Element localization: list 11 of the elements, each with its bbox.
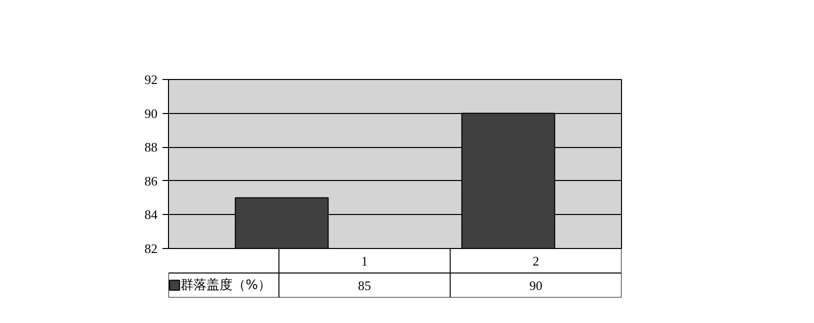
y-tick-label: 82 — [144, 241, 158, 256]
legend-label: 群落盖度（%） — [180, 276, 271, 293]
y-tick-label: 84 — [144, 207, 158, 222]
y-tick-label: 88 — [144, 140, 158, 155]
x-tick-label: 2 — [532, 253, 540, 268]
data-label: 85 — [358, 278, 372, 293]
y-tick-label: 92 — [144, 72, 158, 87]
y-tick-label: 86 — [144, 173, 158, 188]
y-tick-label: 90 — [144, 106, 158, 121]
x-tick-label: 1 — [361, 253, 368, 268]
data-label: 90 — [529, 278, 542, 293]
